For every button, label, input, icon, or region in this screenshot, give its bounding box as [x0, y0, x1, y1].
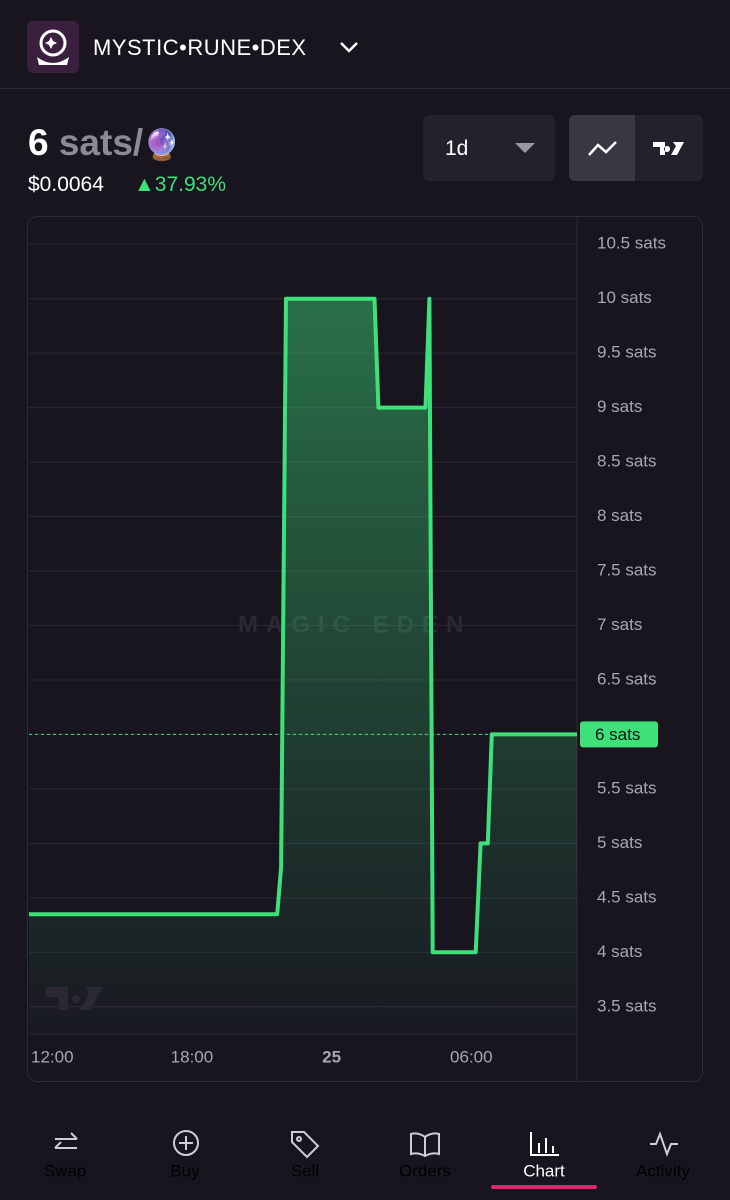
y-tick-label: 4 sats — [597, 942, 642, 961]
x-tick-label: 12:00 — [31, 1047, 74, 1066]
nav-tab[interactable]: Chart — [523, 1161, 565, 1180]
y-tick-label: 4.5 sats — [597, 887, 657, 906]
tradingview-icon — [653, 142, 684, 155]
nav-tab[interactable]: Activity — [636, 1161, 690, 1180]
interval-label: 1d — [445, 137, 469, 160]
y-tick-label: 10 sats — [597, 288, 652, 307]
nav-icons — [54, 1130, 678, 1159]
bottom-nav: Swap Buy Sell Orders Chart Activity — [44, 1130, 690, 1189]
chart-type-toggle — [569, 115, 703, 181]
line — [29, 296, 577, 955]
y-tick-label: 10.5 sats — [597, 234, 666, 253]
x-tick-label: 18:00 — [171, 1047, 214, 1066]
collection-title[interactable]: MYSTIC•RUNE•DEX — [93, 35, 307, 60]
interval-caret — [515, 143, 535, 153]
tradingview-button[interactable] — [636, 115, 703, 181]
interval-select[interactable]: 1d — [423, 115, 555, 181]
y-tick-label: 9 sats — [597, 397, 642, 416]
nav-tab[interactable]: Sell — [291, 1161, 319, 1180]
y-tick-label: 9.5 sats — [597, 343, 657, 362]
price-unit: sats/ — [58, 122, 144, 163]
y-tick-label: 8.5 sats — [597, 452, 657, 471]
nav-tab[interactable]: Buy — [170, 1161, 200, 1180]
nav-tab[interactable]: Swap — [44, 1161, 87, 1180]
y-tick-label: 5.5 sats — [597, 778, 657, 797]
price-emoji: 🔮 — [143, 129, 181, 162]
area — [29, 298, 577, 1034]
price: 6 sats/🔮 — [28, 122, 181, 164]
y-tick-label: 7.5 sats — [597, 561, 657, 580]
last-price-badge — [580, 721, 658, 748]
y-tick-label: 3.5 sats — [597, 996, 657, 1015]
y-tick-label: 6.5 sats — [597, 669, 657, 688]
header — [0, 0, 730, 89]
dropdown-chevron[interactable] — [338, 36, 360, 58]
x-tick-label: 06:00 — [450, 1047, 493, 1066]
y-tick-label: 5 sats — [597, 833, 642, 852]
line-chart-button[interactable] — [569, 115, 635, 181]
price-amount: 6 — [28, 122, 49, 163]
nav-tab[interactable]: Orders — [399, 1161, 451, 1180]
x-tick-label: 25 — [322, 1047, 341, 1066]
line-icon — [588, 141, 617, 156]
price-change: ▲37.93% — [134, 173, 227, 196]
y-tick-label: 8 sats — [597, 506, 642, 525]
active-tab-indicator — [491, 1185, 597, 1189]
logo[interactable] — [27, 21, 79, 73]
usd-price: $0.0064 — [28, 173, 104, 196]
logo-icon — [37, 29, 69, 65]
tv-logo — [46, 987, 103, 1010]
y-tick-label: 7 sats — [597, 615, 642, 634]
last-price-label: 6 sats — [595, 725, 640, 744]
